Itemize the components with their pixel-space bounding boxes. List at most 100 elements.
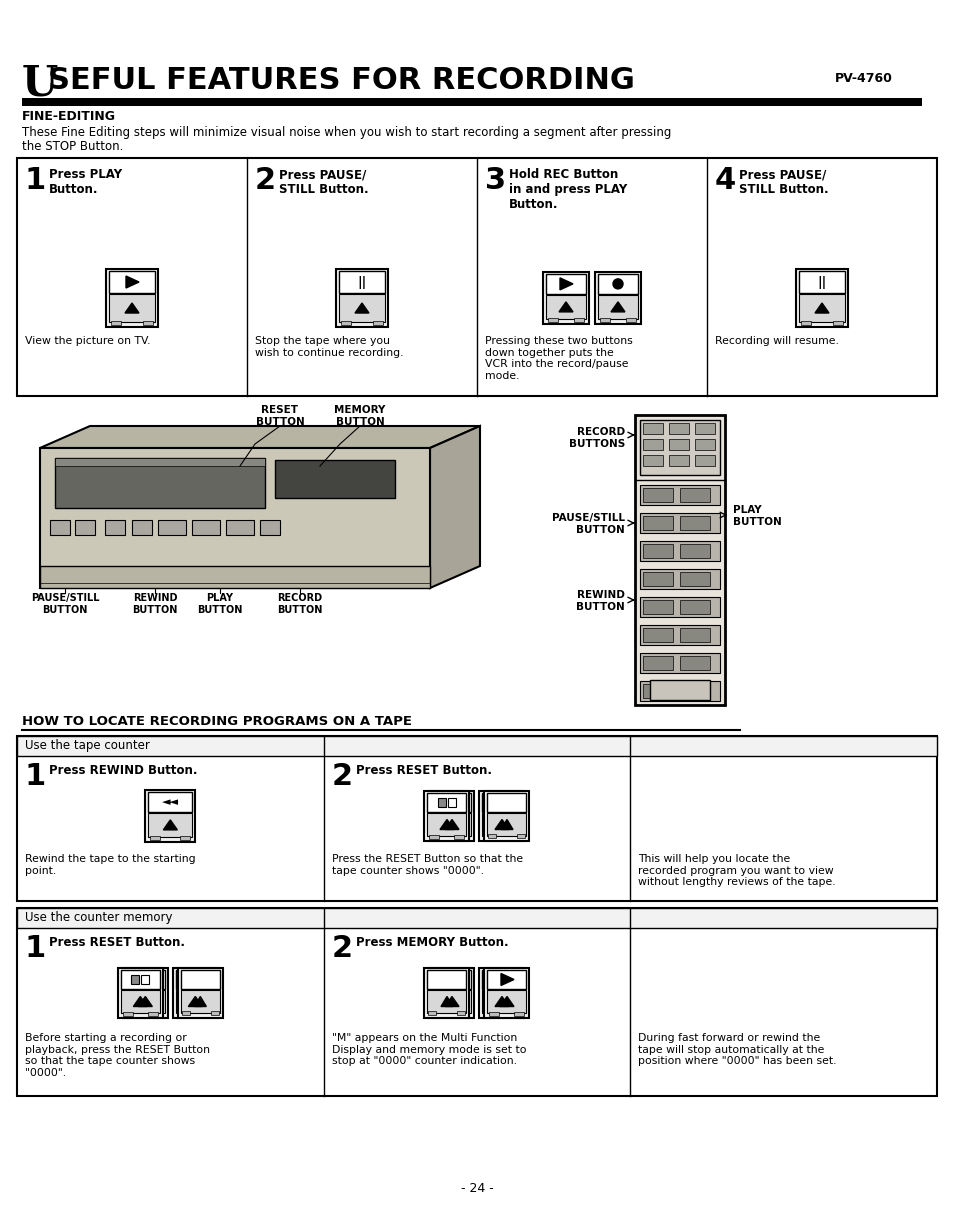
Bar: [457, 1011, 465, 1015]
Bar: [181, 970, 219, 989]
Bar: [487, 792, 526, 812]
Bar: [482, 792, 521, 812]
Bar: [75, 519, 95, 535]
Bar: [453, 975, 460, 983]
Bar: [373, 321, 382, 325]
Text: RECORD
BUTTON: RECORD BUTTON: [277, 593, 322, 615]
Text: ◄◄: ◄◄: [162, 797, 178, 807]
Bar: [635, 416, 724, 705]
Text: 1: 1: [25, 934, 46, 963]
Bar: [639, 654, 720, 673]
Bar: [126, 970, 165, 989]
Text: View the picture on TV.: View the picture on TV.: [25, 336, 151, 345]
Bar: [642, 516, 672, 530]
Bar: [487, 813, 526, 836]
Bar: [437, 797, 446, 807]
Bar: [679, 684, 709, 698]
Polygon shape: [188, 997, 202, 1006]
Bar: [642, 544, 672, 558]
Bar: [642, 455, 662, 466]
Bar: [148, 1012, 157, 1016]
Bar: [482, 991, 521, 1014]
Bar: [427, 991, 466, 1014]
Text: MEMORY
BUTTON: MEMORY BUTTON: [334, 405, 385, 426]
Bar: [482, 813, 521, 836]
Text: PAUSE/STILL
BUTTON: PAUSE/STILL BUTTON: [552, 513, 624, 535]
Bar: [17, 908, 936, 1096]
Bar: [459, 1012, 469, 1016]
Bar: [429, 835, 439, 840]
Bar: [434, 1012, 444, 1016]
Bar: [175, 970, 214, 989]
Text: RECORD
BUTTONS: RECORD BUTTONS: [568, 426, 624, 448]
Bar: [442, 797, 451, 807]
Bar: [175, 991, 214, 1014]
Bar: [17, 908, 936, 928]
Bar: [639, 681, 720, 701]
Bar: [172, 968, 217, 1018]
Bar: [123, 968, 168, 1018]
Bar: [642, 488, 672, 503]
Polygon shape: [194, 997, 206, 1006]
Bar: [642, 656, 672, 670]
Bar: [424, 791, 469, 841]
Text: Press MEMORY Button.: Press MEMORY Button.: [355, 936, 508, 949]
Bar: [17, 158, 936, 396]
Text: Press RESET Button.: Press RESET Button.: [49, 936, 185, 949]
Polygon shape: [559, 278, 573, 290]
Bar: [145, 790, 195, 842]
Polygon shape: [495, 997, 509, 1006]
Bar: [260, 519, 280, 535]
Bar: [482, 970, 521, 989]
Bar: [427, 813, 466, 836]
Bar: [799, 294, 844, 323]
Bar: [668, 439, 688, 451]
Bar: [489, 1012, 499, 1016]
Bar: [121, 991, 160, 1014]
Polygon shape: [444, 819, 458, 830]
Bar: [177, 968, 223, 1018]
Bar: [181, 991, 219, 1014]
Text: REWIND
BUTTON: REWIND BUTTON: [576, 590, 624, 611]
Text: Hold REC Button
in and press PLAY
Button.: Hold REC Button in and press PLAY Button…: [509, 168, 626, 211]
Bar: [340, 321, 351, 325]
Bar: [487, 970, 526, 989]
Bar: [453, 797, 460, 807]
Text: 4: 4: [714, 165, 736, 194]
Polygon shape: [558, 302, 573, 312]
Circle shape: [613, 279, 622, 289]
Bar: [679, 516, 709, 530]
Bar: [639, 597, 720, 617]
Bar: [795, 269, 847, 327]
Bar: [695, 455, 714, 466]
Bar: [111, 321, 121, 325]
Polygon shape: [439, 819, 454, 830]
Bar: [50, 519, 70, 535]
Text: PLAY
BUTTON: PLAY BUTTON: [197, 593, 242, 615]
Bar: [639, 569, 720, 590]
Text: 1: 1: [25, 165, 46, 194]
Bar: [338, 294, 385, 323]
Bar: [484, 968, 529, 1018]
Bar: [695, 439, 714, 451]
Text: FINE-EDITING: FINE-EDITING: [22, 110, 116, 123]
Bar: [148, 813, 193, 837]
Bar: [668, 455, 688, 466]
Text: - 24 -: - 24 -: [460, 1181, 493, 1195]
Bar: [432, 991, 471, 1014]
Bar: [459, 835, 469, 840]
Text: PAUSE/STILL
BUTTON: PAUSE/STILL BUTTON: [30, 593, 99, 615]
Bar: [642, 573, 672, 586]
Bar: [427, 970, 466, 989]
Bar: [338, 271, 385, 294]
Bar: [132, 519, 152, 535]
Bar: [22, 98, 921, 106]
Bar: [509, 835, 519, 840]
Text: 2: 2: [254, 165, 275, 194]
Bar: [484, 791, 529, 841]
Bar: [642, 600, 672, 614]
Bar: [598, 295, 638, 319]
Bar: [649, 680, 709, 699]
Polygon shape: [814, 303, 828, 313]
Polygon shape: [125, 303, 139, 313]
